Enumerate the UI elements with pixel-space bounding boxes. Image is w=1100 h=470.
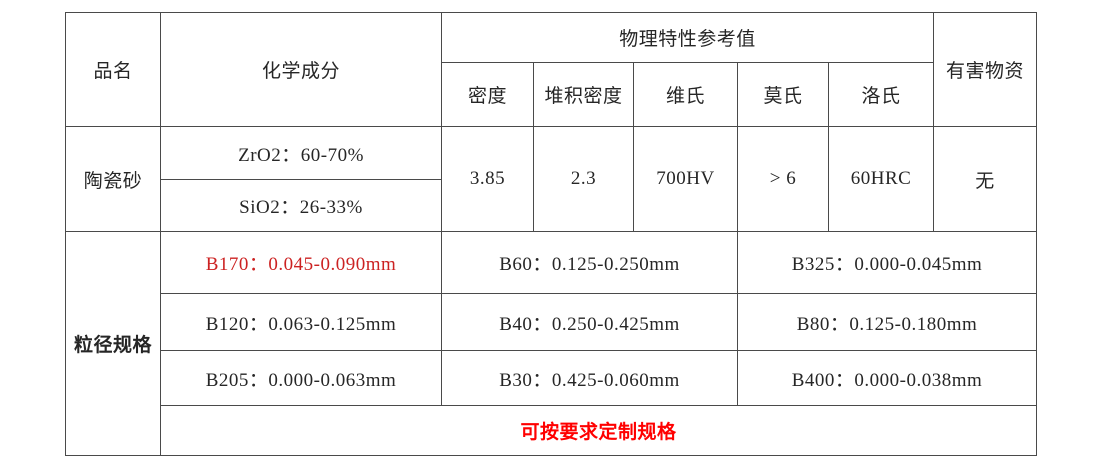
cell-grain-b400: B400：0.000-0.038mm [736,350,1038,406]
cell-mohs-value: > 6 [737,126,829,232]
header-chemical-composition: 化学成分 [160,12,442,127]
custom-note-row: 可按要求定制规格 [66,405,1038,456]
cell-bulk-density-value: 2.3 [533,126,634,232]
cell-grain-b120: B120：0.063-0.125mm [160,293,442,351]
cell-density-value: 3.85 [441,126,534,232]
header-harmful-substances: 有害物资 [933,12,1038,127]
custom-note-text: 可按要求定制规格 [159,405,1038,456]
cell-grain-b205: B205：0.000-0.063mm [160,350,442,406]
cell-rockwell-value: 60HRC [827,126,935,232]
product-row-chem2: SiO2：26-33% [66,179,1037,232]
cell-chem-sio2: SiO2：26-33% [160,179,442,232]
cell-grain-b325: B325：0.000-0.045mm [736,231,1038,294]
cell-grain-b40: B40：0.250-0.425mm [441,293,738,351]
header-product-name: 品名 [65,12,161,127]
cell-chem-zro2: ZrO2：60-70% [160,126,442,180]
product-spec-table: 品名 化学成分 物理特性参考值 有害物资 密度 堆积密度 维氏 莫氏 洛氏 陶瓷… [65,12,1038,456]
header-rockwell: 洛氏 [827,62,935,127]
cell-grain-b170: B170：0.045-0.090mm [160,231,442,294]
cell-grain-b30: B30：0.425-0.060mm [441,350,738,406]
cell-vickers-value: 700HV [633,126,738,232]
header-physical-props: 物理特性参考值 [440,12,935,63]
cell-harmful-value: 无 [933,126,1038,232]
grain-row-3: B205：0.000-0.063mm B30：0.425-0.060mm B40… [66,350,1038,406]
header-vickers: 维氏 [633,62,738,127]
product-row: 陶瓷砂 ZrO2：60-70% 3.85 2.3 700HV > 6 60HRC… [65,126,1038,232]
header-mohs: 莫氏 [737,62,829,127]
cell-grain-b80: B80：0.125-0.180mm [736,293,1038,351]
header-row-top: 品名 化学成分 物理特性参考值 有害物资 [65,12,1038,127]
cell-product-name: 陶瓷砂 [65,126,161,232]
header-density: 密度 [441,62,534,127]
grain-size-label: 粒径规格 [65,231,161,456]
header-row-sub: 密度 堆积密度 维氏 莫氏 洛氏 [66,62,1037,127]
cell-grain-b60: B60：0.125-0.250mm [441,231,738,294]
grain-row-2: B120：0.063-0.125mm B40：0.250-0.425mm B80… [66,293,1038,351]
header-bulk-density: 堆积密度 [533,62,634,127]
grain-row-1: 粒径规格 B170：0.045-0.090mm B60：0.125-0.250m… [65,231,1038,456]
